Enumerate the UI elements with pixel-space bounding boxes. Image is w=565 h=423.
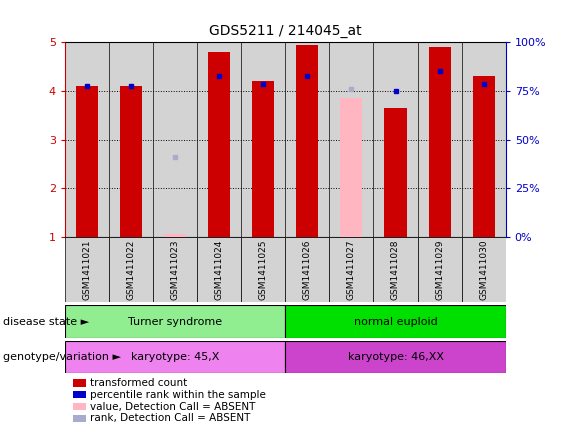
Bar (153, 42, 197, 237)
Text: karyotype: 46,XX: karyotype: 46,XX (347, 352, 444, 362)
Bar (197, 237, 241, 302)
Text: disease state ►: disease state ► (3, 317, 89, 327)
Text: normal euploid: normal euploid (354, 317, 437, 327)
Text: percentile rank within the sample: percentile rank within the sample (90, 390, 266, 400)
Text: value, Detection Call = ABSENT: value, Detection Call = ABSENT (90, 401, 256, 412)
Bar (241, 237, 285, 302)
Bar (329, 42, 373, 237)
Text: GSM1411021: GSM1411021 (82, 239, 92, 300)
Bar (65, 42, 109, 237)
Text: GSM1411023: GSM1411023 (171, 239, 180, 300)
Bar (329, 237, 373, 302)
Bar (65, 341, 285, 373)
Text: GSM1411027: GSM1411027 (347, 239, 356, 300)
Bar (208, 52, 231, 237)
Text: rank, Detection Call = ABSENT: rank, Detection Call = ABSENT (90, 413, 251, 423)
Text: genotype/variation ►: genotype/variation ► (3, 352, 121, 362)
Bar (76, 86, 98, 237)
Text: GSM1411029: GSM1411029 (435, 239, 444, 300)
Bar (340, 98, 363, 237)
Title: GDS5211 / 214045_at: GDS5211 / 214045_at (209, 25, 362, 38)
Bar (153, 237, 197, 302)
Bar (428, 47, 451, 237)
Bar (373, 42, 418, 237)
Bar (373, 237, 418, 302)
Bar (164, 234, 186, 237)
Bar (285, 42, 329, 237)
Bar (296, 45, 318, 237)
Text: GSM1411030: GSM1411030 (479, 239, 488, 300)
Text: GSM1411022: GSM1411022 (127, 239, 136, 300)
Text: transformed count: transformed count (90, 378, 188, 388)
Text: GSM1411024: GSM1411024 (215, 239, 224, 300)
Text: Turner syndrome: Turner syndrome (128, 317, 222, 327)
Bar (285, 341, 506, 373)
Text: GSM1411028: GSM1411028 (391, 239, 400, 300)
Bar (197, 42, 241, 237)
Text: GSM1411025: GSM1411025 (259, 239, 268, 300)
Bar (462, 237, 506, 302)
Bar (285, 237, 329, 302)
Bar (472, 77, 494, 237)
Text: GSM1411026: GSM1411026 (303, 239, 312, 300)
Bar (462, 42, 506, 237)
Bar (418, 42, 462, 237)
Bar (418, 237, 462, 302)
Bar (109, 237, 153, 302)
Bar (109, 42, 153, 237)
Bar (384, 108, 406, 237)
Bar (252, 81, 275, 237)
Bar (65, 237, 109, 302)
Bar (241, 42, 285, 237)
Text: karyotype: 45,X: karyotype: 45,X (131, 352, 219, 362)
Bar (285, 305, 506, 338)
Bar (120, 86, 142, 237)
Bar (65, 305, 285, 338)
